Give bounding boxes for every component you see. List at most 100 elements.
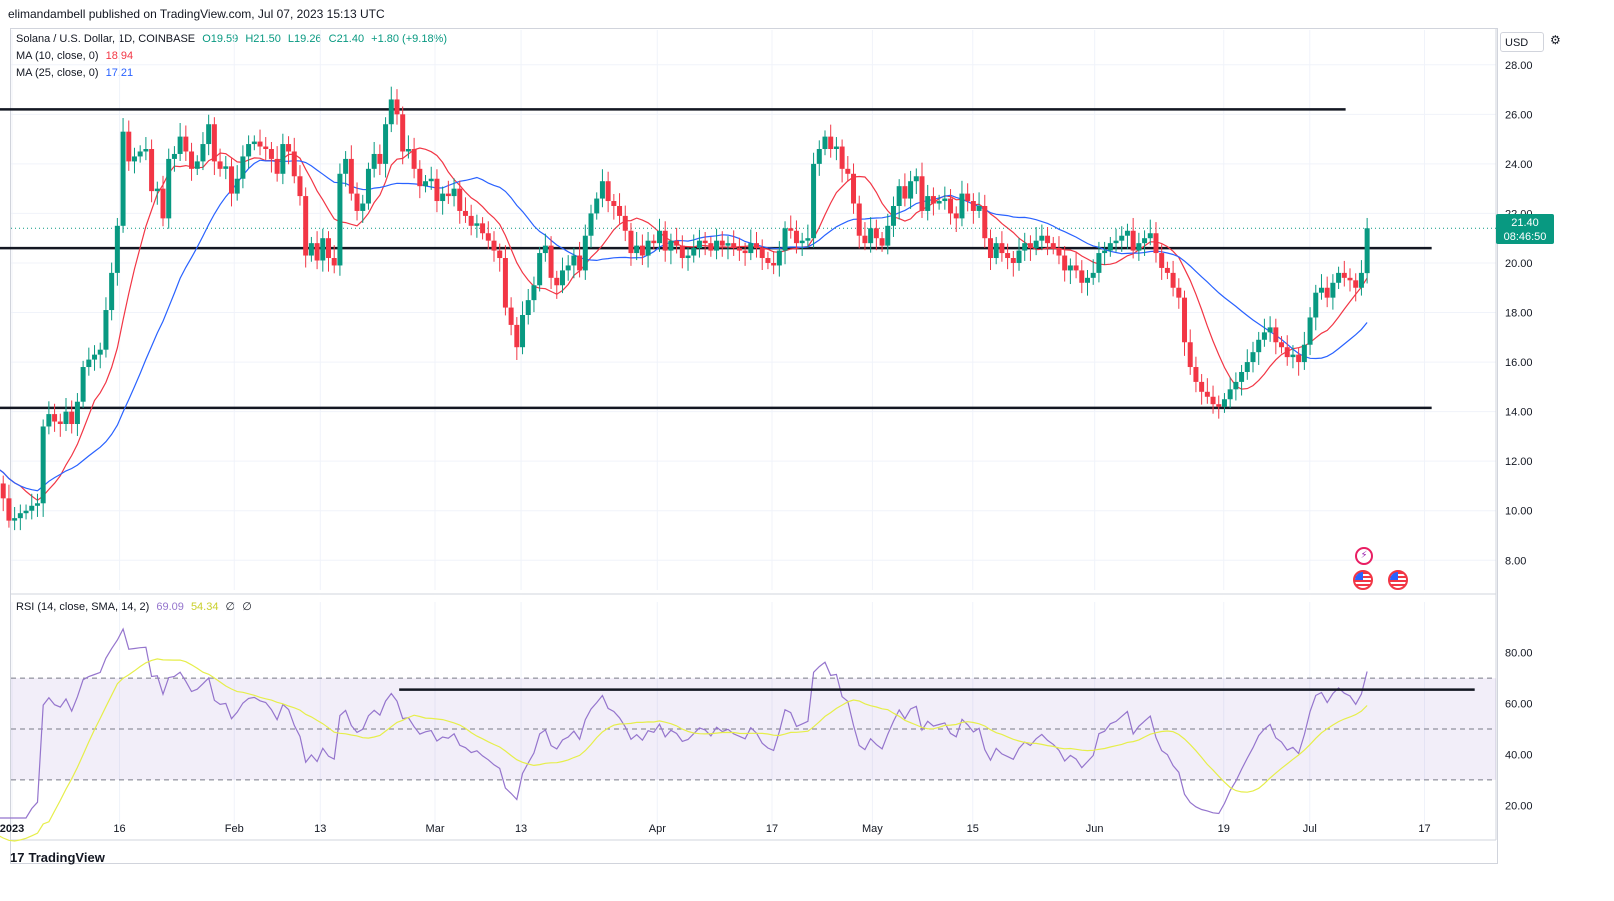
candle-body <box>696 240 702 249</box>
candle <box>1221 393 1227 413</box>
candle <box>63 397 69 432</box>
rsi-legend[interactable]: RSI (14, close, SMA, 14, 2) 69.09 54.34 … <box>16 600 256 613</box>
candle-body <box>776 250 782 266</box>
candle <box>930 187 936 216</box>
candle-body <box>1164 267 1170 273</box>
candle-body <box>462 210 468 216</box>
candle <box>1193 356 1199 393</box>
candle-body <box>1113 240 1119 244</box>
candle <box>696 229 702 258</box>
candle-body <box>103 310 109 350</box>
candle <box>280 133 286 185</box>
candle-body <box>748 243 754 254</box>
ohlc-open: O19.59 <box>202 33 239 45</box>
candle <box>171 146 177 172</box>
candle-body <box>959 193 965 219</box>
candle-body <box>1170 272 1176 288</box>
candle-body <box>1353 280 1359 288</box>
candle <box>725 236 731 260</box>
candle <box>1358 260 1364 296</box>
candle-body <box>1016 250 1022 263</box>
candle <box>668 233 674 265</box>
candle <box>913 168 919 195</box>
us-flag-event-icon[interactable] <box>1353 570 1373 590</box>
candle <box>1010 250 1016 277</box>
candle <box>337 163 343 276</box>
candle <box>976 192 982 218</box>
candle <box>890 196 896 237</box>
candle-body <box>223 166 229 169</box>
scale-settings-icon[interactable]: ⚙ <box>1550 33 1561 47</box>
candle-body <box>565 265 571 271</box>
candle-body <box>491 240 497 251</box>
price-tick-label: 20.00 <box>1505 258 1533 270</box>
lightning-event-icon[interactable]: ⚡ <box>1355 547 1373 565</box>
candle <box>691 234 697 263</box>
rsi-lines <box>0 627 1475 842</box>
candle-body <box>1296 354 1302 363</box>
candle <box>508 297 514 336</box>
rsi-tick-label: 20.00 <box>1505 800 1533 812</box>
candle-body <box>611 201 617 206</box>
candle-body <box>246 144 252 157</box>
candle-body <box>588 213 594 236</box>
candle <box>873 219 879 251</box>
time-tick-label: 17 <box>766 823 778 835</box>
candle-body <box>12 518 18 521</box>
candle-body <box>691 248 697 256</box>
candle <box>1313 284 1319 331</box>
candle <box>1153 222 1159 263</box>
candle <box>0 475 6 512</box>
candle-body <box>816 149 822 164</box>
candle-body <box>594 198 600 214</box>
time-tick-label: 13 <box>314 823 326 835</box>
candle-body <box>736 248 742 251</box>
candle-body <box>1284 347 1290 358</box>
candle <box>297 165 303 206</box>
bar-countdown: 08:46:50 <box>1503 231 1547 243</box>
ma25-line <box>0 159 1368 492</box>
candle-body <box>1045 235 1051 244</box>
candle <box>417 160 423 199</box>
symbol-title[interactable]: Solana / U.S. Dollar, 1D, COINBASE <box>16 33 196 45</box>
candle-body <box>930 196 936 204</box>
candle <box>80 360 86 408</box>
candle-body <box>417 168 423 187</box>
candle <box>251 135 257 151</box>
candle <box>1170 260 1176 297</box>
price-tick-label: 18.00 <box>1505 308 1533 320</box>
time-tick-label: Apr <box>649 823 666 835</box>
candle-body <box>154 188 160 192</box>
tradingview-brand[interactable]: 17 TradingView <box>10 850 105 865</box>
candle <box>1239 364 1245 396</box>
candle-body <box>234 178 240 194</box>
candle-body <box>679 245 685 259</box>
candle <box>936 194 942 210</box>
candle-body <box>645 240 651 256</box>
candle-body <box>571 255 577 266</box>
candle <box>782 221 788 265</box>
candle-body <box>788 228 794 231</box>
price-tick-label: 26.00 <box>1505 109 1533 121</box>
candle <box>736 237 742 261</box>
candle-body <box>520 315 526 348</box>
candle <box>1142 230 1148 256</box>
candle <box>611 194 617 220</box>
candle-body <box>166 158 172 219</box>
candle <box>908 170 914 209</box>
candle-body <box>765 258 771 263</box>
candle <box>166 148 172 229</box>
candle <box>525 288 531 325</box>
candle-body <box>131 156 137 162</box>
candle-body <box>685 255 691 259</box>
candle-body <box>263 146 269 150</box>
candle <box>1102 241 1108 266</box>
candle <box>679 235 685 269</box>
candle <box>965 183 971 212</box>
currency-selector[interactable]: USD <box>1500 32 1544 52</box>
candle-body <box>531 285 537 301</box>
candle <box>714 228 720 260</box>
candle-body <box>1067 265 1073 271</box>
us-flag-event-icon[interactable] <box>1388 570 1408 590</box>
